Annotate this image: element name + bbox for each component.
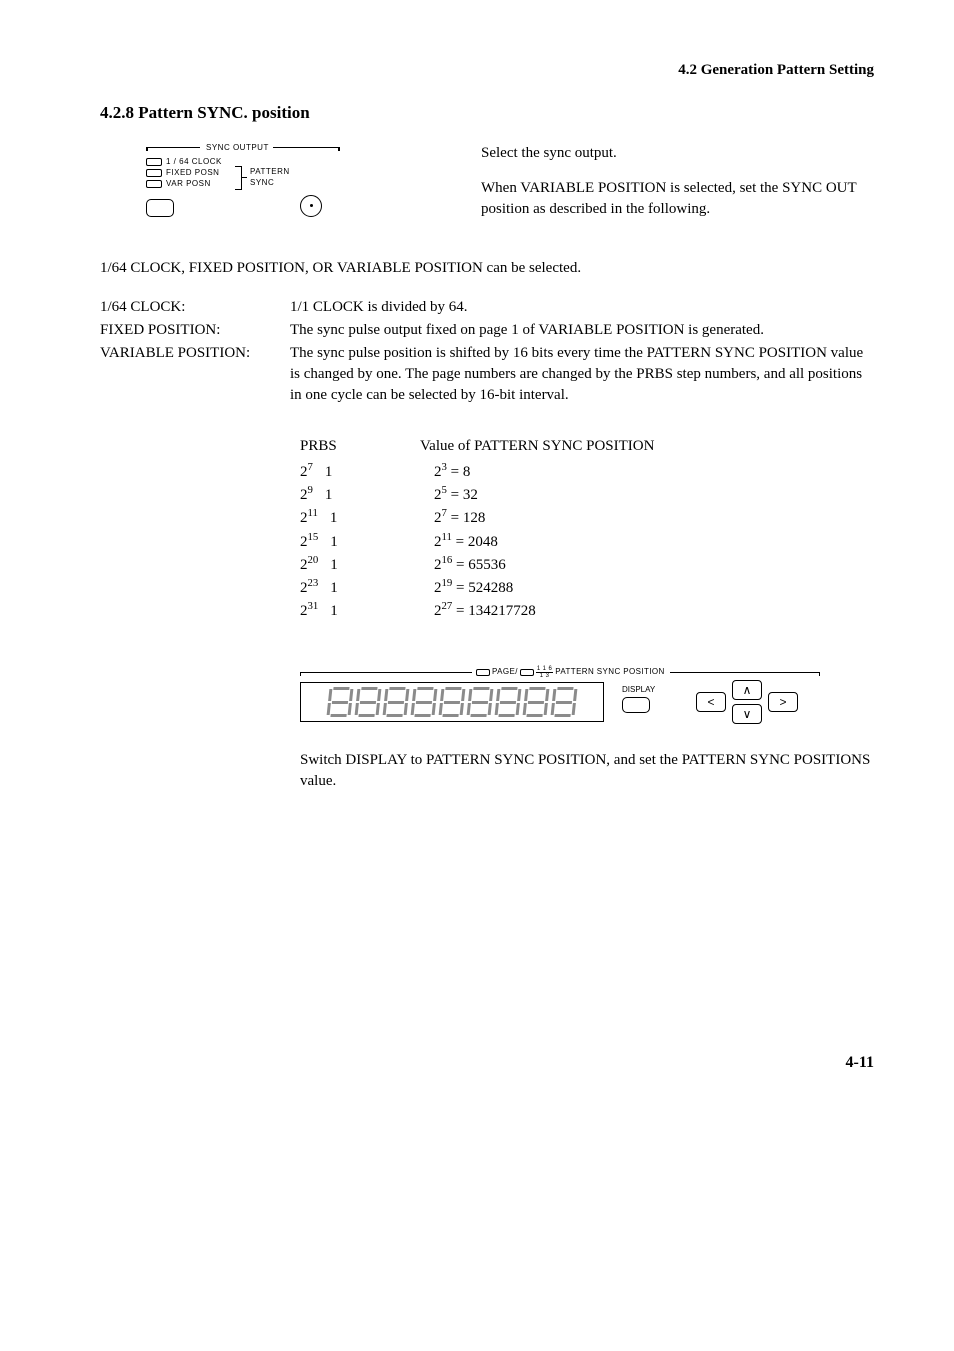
seven-seg-digit [522,687,549,717]
prbs-row: 211127 = 128 [300,507,874,530]
def-label-164: 1/64 CLOCK: [100,297,290,318]
sync-opt-fixed: FIXED POSN [166,167,219,178]
sync-opt-164clock: 1 / 64 CLOCK [166,156,222,167]
led-icon [520,669,534,676]
sync-group-sync: SYNC [250,177,274,188]
sync-group-pattern: PATTERN [250,166,290,177]
fraction-icon: 1 1 6 1 3 [536,666,553,679]
seven-segment-display [300,682,604,722]
led-icon [146,180,162,188]
prbs-head-right: Value of PATTERN SYNC POSITION [420,436,654,457]
seven-seg-digit [410,687,437,717]
seven-seg-digit [438,687,465,717]
seven-seg-digit [354,687,381,717]
led-icon [146,158,162,166]
prbs-row: 29125 = 32 [300,484,874,507]
def-label-fixed: FIXED POSITION: [100,320,290,341]
prbs-row: 2231219 = 524288 [300,577,874,600]
prbs-table: PRBS Value of PATTERN SYNC POSITION 2712… [300,436,874,624]
display-title-suffix: PATTERN SYNC POSITION [555,666,664,677]
sync-opt-var: VAR POSN [166,178,211,189]
def-body-fixed: The sync pulse output fixed on page 1 of… [290,320,874,341]
seven-seg-digit [550,687,577,717]
led-icon [476,669,490,676]
prbs-row: 2151211 = 2048 [300,531,874,554]
seven-seg-digit [382,687,409,717]
display-label: DISPLAY [622,684,655,695]
arrow-up-icon: ∧ [732,680,762,700]
display-title-prefix: PAGE/ [492,666,518,677]
seven-seg-digit [466,687,493,717]
arrow-down-icon: ∨ [732,704,762,724]
section-heading: 4.2 Generation Pattern Setting [100,60,874,81]
def-label-var: VARIABLE POSITION: [100,343,290,406]
sync-output-diagram: SYNC OUTPUT 1 / 64 CLOCK FIXED POSN VAR … [146,143,341,221]
intro-p1: Select the sync output. [481,143,874,164]
sync-output-title: SYNC OUTPUT [202,142,273,153]
def-body-var: The sync pulse position is shifted by 16… [290,343,874,406]
intro-p2: When VARIABLE POSITION is selected, set … [481,178,874,220]
page-number: 4-11 [100,1052,874,1074]
arrow-left-icon: < [696,692,726,712]
prbs-row: 2201216 = 65536 [300,554,874,577]
def-body-164: 1/1 CLOCK is divided by 64. [290,297,874,318]
display-button-icon [622,697,650,713]
seven-seg-digit [494,687,521,717]
display-panel-diagram: PAGE/ 1 1 6 1 3 PATTERN SYNC POSITION DI… [300,664,820,728]
led-icon [146,169,162,177]
prbs-head-left: PRBS [300,436,420,457]
final-note: Switch DISPLAY to PATTERN SYNC POSITION,… [300,750,874,792]
prbs-row: 27123 = 8 [300,461,874,484]
prbs-row: 2311227 = 134217728 [300,600,874,623]
seven-seg-digit [326,687,353,717]
arrow-right-icon: > [768,692,798,712]
definitions-block: 1/64 CLOCK: 1/1 CLOCK is divided by 64. … [100,297,874,406]
subsection-heading: 4.2.8 Pattern SYNC. position [100,101,874,125]
knob-icon [300,195,322,217]
select-button-icon [146,199,174,217]
selectable-line: 1/64 CLOCK, FIXED POSITION, OR VARIABLE … [100,258,874,279]
